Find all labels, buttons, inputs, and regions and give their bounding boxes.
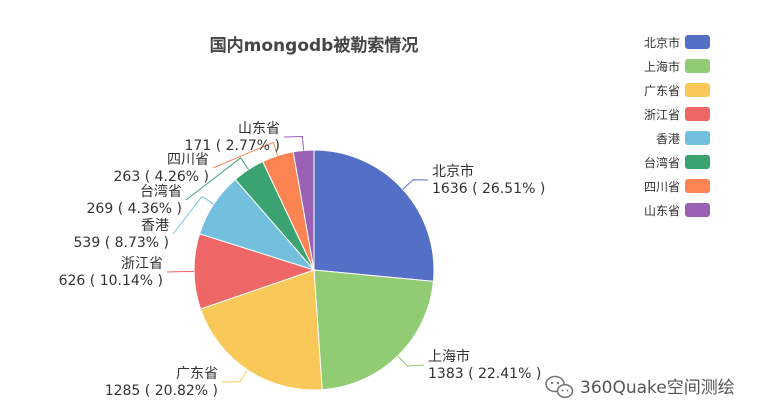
watermark-text: 360Quake空间测绘 bbox=[580, 378, 735, 398]
legend-label[interactable]: 北京市 bbox=[644, 35, 680, 50]
legend-label[interactable]: 四川省 bbox=[644, 180, 680, 194]
slice-label-value: 171 ( 2.77% ) bbox=[185, 138, 280, 154]
legend-label[interactable]: 浙江省 bbox=[644, 108, 680, 122]
slice-label-value: 626 ( 10.14% ) bbox=[59, 273, 163, 289]
legend-label[interactable]: 上海市 bbox=[644, 59, 680, 74]
pie-slice[interactable] bbox=[199, 269, 323, 391]
pie-slice[interactable] bbox=[313, 149, 435, 282]
leader-line bbox=[166, 271, 195, 273]
leader-line bbox=[397, 355, 425, 367]
leader-line bbox=[283, 135, 305, 151]
slice-label-name: 上海市 bbox=[428, 348, 470, 365]
legend-swatch[interactable] bbox=[685, 83, 710, 97]
pie-slices bbox=[193, 149, 435, 391]
slice-label-value: 263 ( 4.26% ) bbox=[114, 169, 209, 185]
legend-label[interactable]: 广东省 bbox=[644, 84, 680, 98]
pie-slice[interactable] bbox=[193, 233, 316, 310]
legend-label[interactable]: 台湾省 bbox=[644, 155, 680, 170]
slice-label-name: 北京市 bbox=[432, 163, 474, 180]
pie-slice[interactable] bbox=[313, 269, 435, 391]
slice-label-name: 山东省 bbox=[238, 121, 280, 137]
slice-label-value: 1383 ( 22.41% ) bbox=[428, 366, 541, 382]
slice-label-value: 1285 ( 20.82% ) bbox=[105, 383, 218, 399]
slice-label-value: 1636 ( 26.51% ) bbox=[432, 181, 545, 197]
legend-swatch[interactable] bbox=[685, 35, 710, 49]
leader-line bbox=[402, 179, 429, 190]
legend-swatch[interactable] bbox=[685, 203, 710, 217]
legend-label[interactable]: 香港 bbox=[656, 132, 680, 146]
slice-label-name: 浙江省 bbox=[121, 256, 163, 272]
legend-swatch[interactable] bbox=[685, 107, 710, 121]
wechat-icon bbox=[545, 375, 574, 399]
slice-label-name: 香港 bbox=[141, 218, 169, 234]
watermark: 360Quake空间测绘 bbox=[545, 375, 735, 399]
slice-label-name: 广东省 bbox=[176, 366, 218, 382]
legend-swatch[interactable] bbox=[685, 179, 710, 193]
legend-swatch[interactable] bbox=[685, 131, 710, 145]
chart-title: 国内mongodb被勒索情况 bbox=[210, 35, 419, 56]
slice-label-name: 四川省 bbox=[167, 152, 209, 168]
leader-line bbox=[185, 157, 249, 201]
leader-line bbox=[212, 141, 279, 169]
slice-label-value: 539 ( 8.73% ) bbox=[74, 235, 169, 251]
legend-label[interactable]: 山东省 bbox=[644, 204, 680, 218]
slice-label-name: 台湾省 bbox=[140, 183, 182, 200]
legend-swatch[interactable] bbox=[685, 59, 710, 73]
leader-line bbox=[221, 369, 249, 383]
legend-swatch[interactable] bbox=[685, 155, 710, 169]
leader-line bbox=[172, 195, 214, 235]
slice-label-value: 269 ( 4.36% ) bbox=[87, 201, 182, 217]
